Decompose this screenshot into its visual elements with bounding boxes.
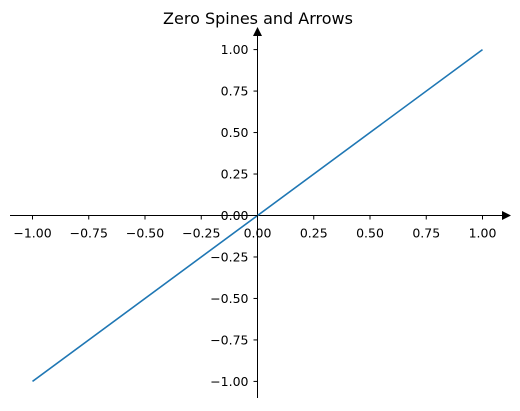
- y-tick-label: 1.00: [221, 42, 249, 57]
- y-tick-label: −0.50: [210, 291, 248, 306]
- y-tick-label: −0.25: [210, 249, 248, 264]
- y-tick-label: 0.00: [221, 208, 249, 223]
- y-tick-label: 0.50: [221, 125, 249, 140]
- x-tick-label: −0.25: [182, 226, 220, 241]
- x-tick-label: −0.75: [70, 226, 108, 241]
- y-tick-label: −0.75: [210, 332, 248, 347]
- y-axis-arrow-icon: [253, 27, 262, 36]
- y-tick-label: 0.25: [221, 167, 249, 182]
- x-tick-label: −1.00: [13, 226, 51, 241]
- x-tick-label: 1.00: [469, 226, 497, 241]
- x-axis-arrow-icon: [502, 211, 511, 220]
- y-tick-label: 0.75: [221, 84, 249, 99]
- ticks-layer: −1.00 −0.75 −0.50 −0.25 0.00 0.25 0.50 0.75 1.00…: [13, 42, 496, 389]
- x-tick-label: 0.50: [356, 226, 384, 241]
- x-tick-label: 0.25: [300, 226, 328, 241]
- y-tick-label: −1.00: [210, 374, 248, 389]
- x-tick-label: 0.00: [244, 226, 272, 241]
- chart-title: Zero Spines and Arrows: [163, 9, 353, 28]
- x-tick-label: 0.75: [412, 226, 440, 241]
- x-tick-label: −0.50: [126, 226, 164, 241]
